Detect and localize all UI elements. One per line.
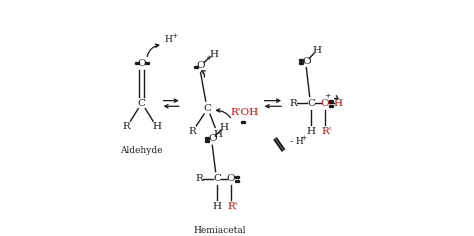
Text: H: H <box>153 122 162 131</box>
Text: O: O <box>137 59 146 68</box>
Text: R: R <box>195 174 203 183</box>
Text: O: O <box>208 134 217 143</box>
Text: +: + <box>205 54 211 62</box>
Text: H: H <box>307 127 316 136</box>
Text: - H: - H <box>290 137 304 146</box>
Text: O: O <box>321 99 329 108</box>
Text: C: C <box>138 99 146 108</box>
Text: H: H <box>209 50 218 59</box>
Text: R: R <box>123 122 130 131</box>
Text: R: R <box>189 127 196 136</box>
Text: Aldehyde: Aldehyde <box>120 146 163 155</box>
Text: R'OH: R'OH <box>230 108 258 117</box>
Text: C: C <box>213 174 221 183</box>
Text: +: + <box>300 134 307 142</box>
Text: +: + <box>324 93 331 100</box>
Text: R: R <box>290 99 297 108</box>
Text: O: O <box>227 174 236 183</box>
Text: R': R' <box>321 127 332 136</box>
Text: R': R' <box>227 202 237 211</box>
Text: H: H <box>212 202 221 211</box>
Text: H: H <box>219 123 228 132</box>
Text: H: H <box>334 99 343 108</box>
Text: C: C <box>204 104 211 113</box>
Text: H: H <box>214 130 223 139</box>
Text: C: C <box>307 99 315 108</box>
Text: Hemiacetal: Hemiacetal <box>193 226 246 235</box>
Text: O: O <box>302 57 310 66</box>
Text: H: H <box>312 46 321 55</box>
Text: O: O <box>196 61 205 70</box>
Text: H: H <box>165 35 173 44</box>
Text: +: + <box>171 32 177 40</box>
